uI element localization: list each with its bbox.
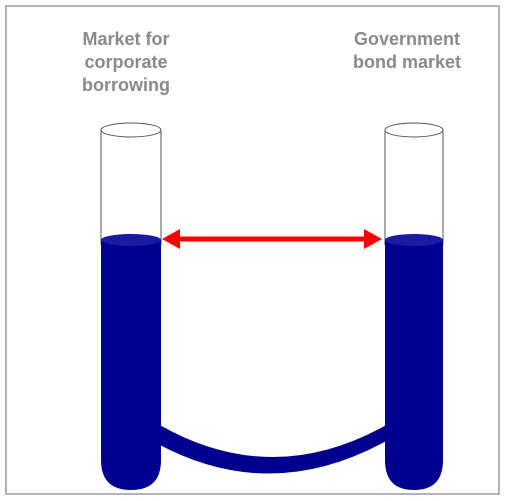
label-line: Market for	[82, 29, 169, 49]
diagram: Market for corporate borrowing Government b…	[0, 0, 513, 501]
label-line: corporate	[84, 52, 167, 72]
label-line: borrowing	[82, 75, 170, 95]
label-line: bond market	[353, 52, 461, 72]
left-label: Market for corporate borrowing	[82, 29, 170, 95]
label-line: Government	[354, 29, 460, 49]
page: {"labels": {"left": ["Market for", "corp…	[0, 0, 513, 501]
